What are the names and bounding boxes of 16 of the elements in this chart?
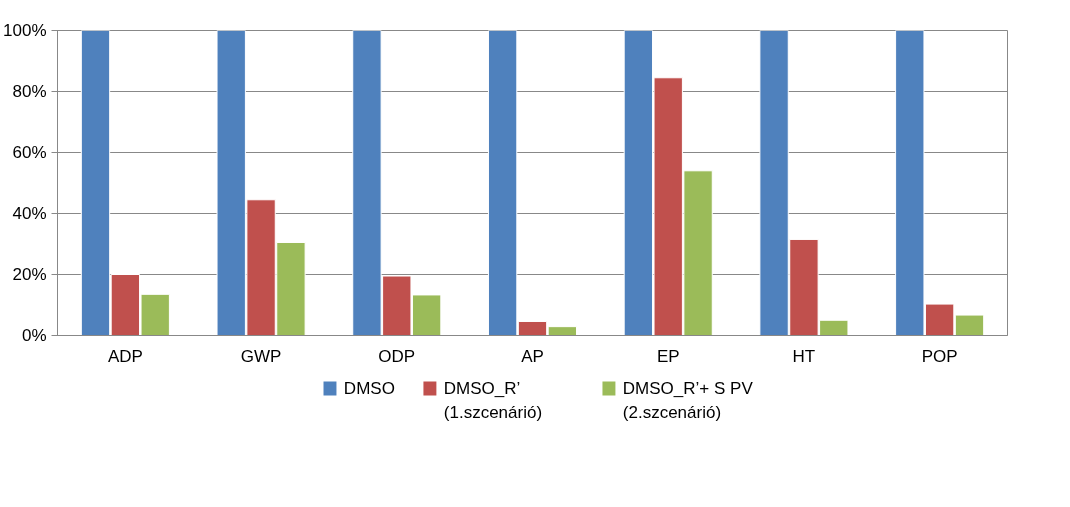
x-tick-label: AP <box>521 346 544 366</box>
x-tick-label: EP <box>656 346 680 366</box>
y-tick-label: 60% <box>12 143 47 162</box>
y-tick-label: 100% <box>3 21 47 40</box>
x-tick-label: ODP <box>378 346 416 366</box>
legend-label: DMSO <box>343 378 395 398</box>
x-tick-label: HT <box>792 346 816 366</box>
legend-label: DMSO_R’+ S PV (2.szcenárió) <box>622 378 754 423</box>
y-tick-label: 20% <box>12 265 47 284</box>
x-tick-label: POP <box>921 346 958 366</box>
y-tick-label: 0% <box>21 326 47 345</box>
y-tick-label: 80% <box>12 82 47 101</box>
y-tick-label: 40% <box>12 204 47 223</box>
legend-label: DMSO_R’ (1.szcenárió) <box>443 378 543 423</box>
x-tick-label: GWP <box>240 346 282 366</box>
x-tick-label: ADP <box>107 346 143 366</box>
